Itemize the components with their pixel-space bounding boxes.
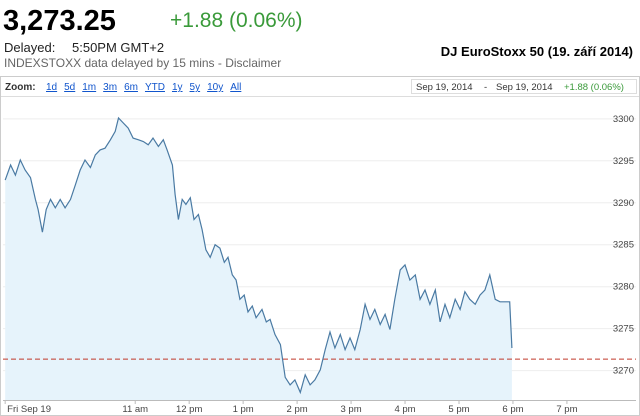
x-tick-label: 3 pm (341, 404, 362, 415)
zoom-option[interactable]: 1m (82, 82, 96, 93)
zoom-options: 1d 5d 1m 3m 6m YTD 1y 5y 10y All (46, 82, 241, 93)
y-tick-label: 3280 (613, 282, 634, 293)
area (5, 118, 512, 400)
range-box (411, 79, 637, 94)
price: 3,273.25 (3, 5, 116, 37)
x-tick-label: 7 pm (556, 404, 577, 415)
delayed-label: Delayed: (4, 40, 55, 55)
zoom-option[interactable]: 6m (124, 82, 138, 93)
zoom-option[interactable]: 3m (103, 82, 117, 93)
y-tick-label: 3285 (613, 240, 634, 251)
x-tick-label: 12 pm (176, 404, 202, 415)
source-note: INDEXSTOXX data delayed by 15 mins - Dis… (4, 56, 281, 70)
zoom-label: Zoom: (5, 82, 36, 93)
zoom-option[interactable]: 10y (207, 82, 223, 93)
x-tick-label: 2 pm (287, 404, 308, 415)
range-to: Sep 19, 2014 (496, 82, 553, 93)
zoom-option[interactable]: 5y (190, 82, 201, 93)
range-separator: - (484, 82, 487, 93)
y-tick-label: 3275 (613, 324, 634, 335)
delayed-time: 5:50PM GMT+2 (72, 40, 164, 55)
y-tick-label: 3290 (613, 198, 634, 209)
plot: 3270 3275 3280 3285 3290 3295 3300 Fri Sep 19 11… (3, 97, 636, 415)
zoom-option[interactable]: 1y (172, 82, 183, 93)
x-tick-label: Fri Sep 19 (7, 404, 51, 415)
x-tick-label: 4 pm (394, 404, 415, 415)
chart-title: DJ EuroStoxx 50 (19. září 2014) (441, 44, 633, 59)
y-tick-label: 3295 (613, 156, 634, 167)
x-tick-label: 5 pm (448, 404, 469, 415)
y-tick-label: 3300 (613, 114, 634, 125)
y-tick-label: 3270 (613, 366, 634, 377)
zoom-option[interactable]: 1d (46, 82, 57, 93)
price-change: +1.88 (0.06%) (170, 9, 303, 32)
range-from: Sep 19, 2014 (416, 82, 473, 93)
x-tick-label: 1 pm (233, 404, 254, 415)
price-line (4, 116, 513, 395)
range-change: +1.88 (0.06%) (564, 82, 624, 93)
zoom-option[interactable]: All (230, 82, 241, 93)
x-tick-label: 11 am (122, 404, 148, 415)
x-tick-label: 6 pm (502, 404, 523, 415)
zoom-option[interactable]: 5d (64, 82, 75, 93)
zoom-option[interactable]: YTD (145, 82, 165, 93)
